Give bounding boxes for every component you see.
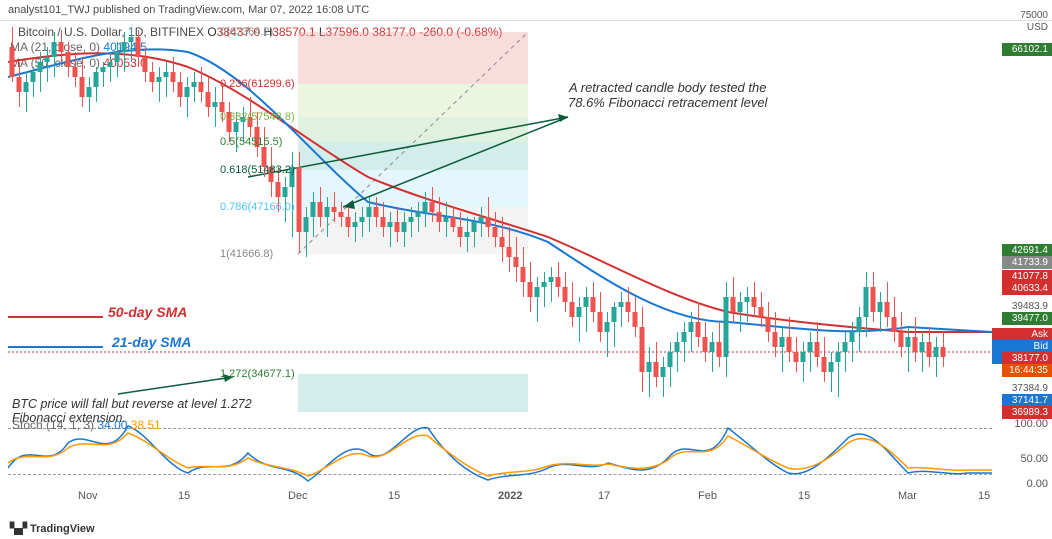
stoch-k-line <box>8 426 992 481</box>
xaxis-label: 15 <box>178 490 190 502</box>
xaxis-label: 15 <box>798 490 810 502</box>
time-axis: Nov 15 Dec 15 2022 17 Feb 15 Mar 15 <box>8 490 992 508</box>
fib-level-label: 0.5(54515.5) <box>220 136 282 148</box>
fib-level-label: 0.786(47166.0) <box>220 201 295 213</box>
stoch-axis-label: 50.00 <box>1020 453 1048 465</box>
annotation-arrow-2 <box>343 117 568 209</box>
xaxis-label: 17 <box>598 490 610 502</box>
ma50-line <box>8 53 992 332</box>
annotation-arrow-3 <box>118 374 233 394</box>
price-tag: 16:44:35 <box>1002 364 1052 377</box>
price-tag: 39477.0 <box>1002 312 1052 325</box>
fib-level-label: 1(41666.8) <box>220 248 273 260</box>
xaxis-label: 2022 <box>498 490 522 502</box>
price-tag: 40633.4 <box>1002 282 1052 295</box>
price-tag: 41733.9 <box>1002 256 1052 269</box>
sma21-label: 21-day SMA <box>112 334 191 350</box>
stoch-k-value: 34.00 <box>97 418 127 432</box>
stoch-label: Stoch (14, 1, 3) 34.00 38.51 <box>12 418 161 432</box>
yaxis-max: 75000 <box>1020 10 1048 21</box>
stoch-axis-label: 0.00 <box>1027 478 1048 490</box>
xaxis-label: Feb <box>698 490 717 502</box>
xaxis-label: 15 <box>388 490 400 502</box>
sma50-label: 50-day SMA <box>108 304 187 320</box>
main-chart[interactable]: 0(67364.2) 0.236(61299.6) 0.382(57548.8) 0.… <box>8 22 992 412</box>
xaxis-label: Dec <box>288 490 308 502</box>
publish-header: analyst101_TWJ published on TradingView.… <box>0 0 1052 21</box>
fib-level-label: 0.618(51483.2) <box>220 164 295 176</box>
retracement-annotation: A retracted candle body tested the 78.6%… <box>568 80 767 110</box>
stoch-panel[interactable]: Stoch (14, 1, 3) 34.00 38.51 <box>8 418 992 488</box>
price-tag: 66102.1 <box>1002 43 1052 56</box>
fib-level-label: 0.382(57548.8) <box>220 111 295 123</box>
stoch-d-value: 38.51 <box>131 418 161 432</box>
price-axis: 75000 USD 66102.142691.441733.941077.840… <box>992 22 1052 412</box>
xaxis-label: 15 <box>978 490 990 502</box>
fib-level-label: 0(67364.2) <box>220 26 273 38</box>
stoch-axis: 100.00 50.00 0.00 <box>992 418 1052 488</box>
yaxis-unit: USD <box>1027 22 1048 33</box>
stoch-d-line <box>8 433 992 476</box>
stoch-axis-label: 100.00 <box>1014 418 1048 430</box>
ma21-line <box>8 49 992 332</box>
fib-level-label: 1.272(34677.1) <box>220 368 295 380</box>
xaxis-label: Mar <box>898 490 917 502</box>
xaxis-label: Nov <box>78 490 98 502</box>
tradingview-logo: ▚▞ TradingView <box>10 522 95 535</box>
fib-level-label: 0.236(61299.6) <box>220 78 295 90</box>
